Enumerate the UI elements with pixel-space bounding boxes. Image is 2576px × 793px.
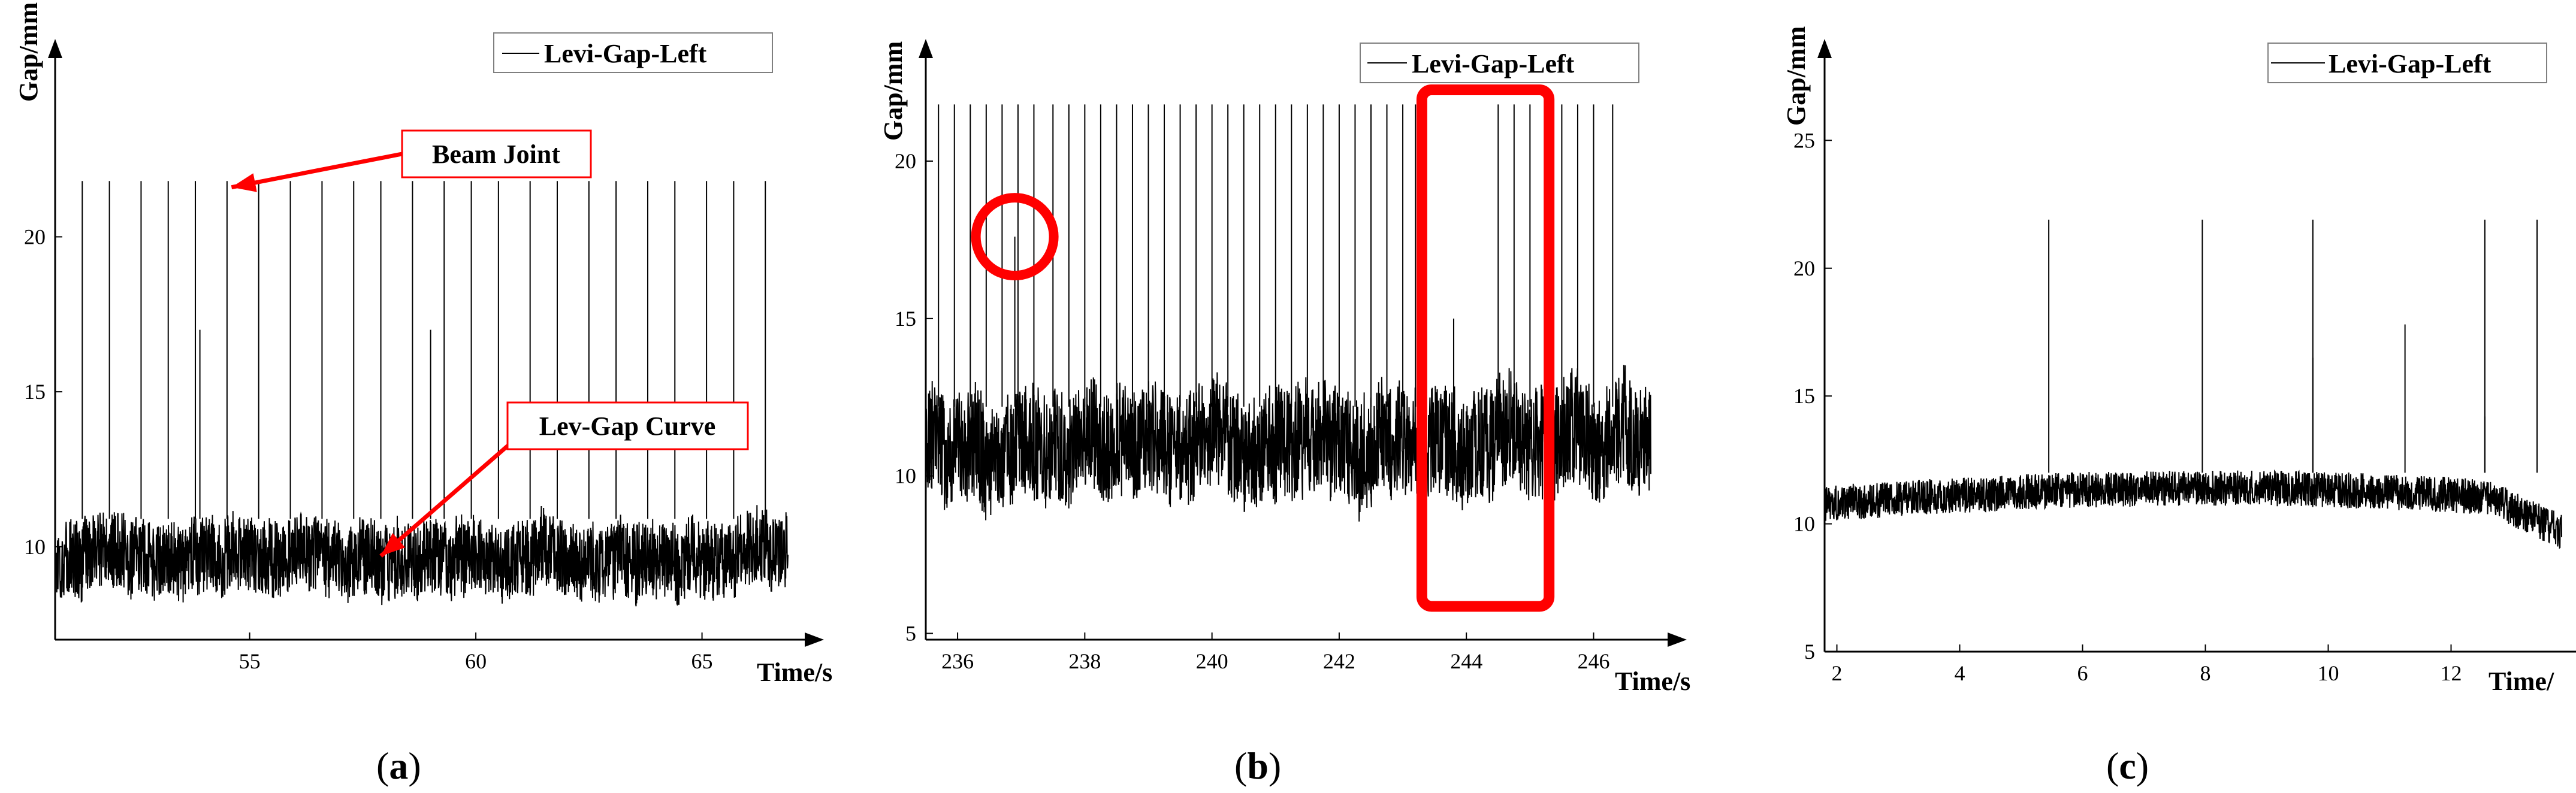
y-tick-label: 5 bbox=[905, 621, 916, 645]
legend-label: Levi-Gap-Left bbox=[544, 39, 707, 68]
legend-label: Levi-Gap-Left bbox=[1412, 49, 1575, 78]
panel-c: 2 4 6 8 10 12 5 10 15 20 25 Levi-Gap-Left Gap/mm T… bbox=[1781, 26, 2576, 787]
x-tick-label: 8 bbox=[2200, 661, 2211, 685]
lev-gap-arrow-head bbox=[380, 532, 406, 556]
x-tick-label: 236 bbox=[941, 649, 974, 673]
series-line bbox=[55, 505, 789, 607]
y-axis-arrow bbox=[1817, 39, 1832, 58]
legend-label: Levi-Gap-Left bbox=[2329, 49, 2492, 78]
panel-c-plot: 2 4 6 8 10 12 5 10 15 20 25 bbox=[1793, 39, 2576, 685]
annotation-box bbox=[401, 129, 592, 178]
panel-b-plot: 236 238 240 242 244 246 5 10 15 20 bbox=[895, 39, 1687, 673]
y-tick-label: 10 bbox=[1793, 512, 1815, 536]
annotation-lev-gap-curve: Lev-Gap Curve bbox=[506, 401, 749, 450]
panel-a-plot: 55 60 65 10 15 20 bbox=[24, 39, 824, 673]
x-tick-label: 12 bbox=[2441, 661, 2462, 685]
series-line bbox=[1824, 469, 2562, 549]
y-tick-label: 15 bbox=[1793, 384, 1815, 408]
y-tick-label: 5 bbox=[1804, 640, 1815, 664]
x-axis-label: Time/ bbox=[2489, 667, 2554, 696]
x-tick-label: 246 bbox=[1577, 649, 1609, 673]
x-tick-label: 10 bbox=[2318, 661, 2339, 685]
y-tick-label: 25 bbox=[1793, 128, 1815, 152]
y-tick-label: 15 bbox=[24, 380, 46, 404]
highlight-circle bbox=[971, 193, 1059, 281]
y-tick-label: 15 bbox=[895, 307, 916, 331]
annotation-box bbox=[506, 401, 749, 450]
legend-box bbox=[493, 32, 773, 73]
panel-a: 55 60 65 10 15 20 Levi-Gap-Left Gap/mm Time/s… bbox=[14, 2, 832, 787]
series-line bbox=[925, 365, 1651, 522]
y-tick-label: 10 bbox=[895, 464, 916, 488]
x-axis-label: Time/s bbox=[757, 658, 832, 687]
lev-gap-arrow bbox=[379, 443, 511, 558]
x-axis-arrow bbox=[1668, 632, 1687, 647]
annotation-beam-joint: Beam Joint bbox=[401, 129, 592, 178]
x-tick-label: 65 bbox=[691, 649, 713, 673]
y-axis-arrow bbox=[48, 39, 62, 58]
x-axis-arrow bbox=[805, 632, 824, 647]
x-tick-label: 55 bbox=[239, 649, 261, 673]
x-axis-label: Time/s bbox=[1615, 667, 1690, 696]
caption-a: (a) bbox=[376, 744, 421, 787]
x-tick-label: 238 bbox=[1068, 649, 1101, 673]
highlight-rectangle bbox=[1416, 84, 1555, 612]
y-tick-label: 10 bbox=[24, 535, 46, 559]
x-tick-label: 60 bbox=[465, 649, 487, 673]
caption-c: (c) bbox=[2106, 744, 2149, 787]
annotation-label: Beam Joint bbox=[432, 140, 560, 169]
caption-b: (b) bbox=[1234, 744, 1281, 787]
annotation-label: Lev-Gap Curve bbox=[539, 411, 716, 441]
y-tick-label: 20 bbox=[895, 149, 916, 173]
x-tick-label: 4 bbox=[1955, 661, 1965, 685]
x-tick-label: 244 bbox=[1450, 649, 1482, 673]
x-tick-label: 240 bbox=[1196, 649, 1228, 673]
y-axis-label: Gap/mm bbox=[1781, 26, 1811, 126]
x-tick-label: 2 bbox=[1832, 661, 1843, 685]
y-axis-label: Gap/mm bbox=[14, 2, 43, 102]
legend-box bbox=[2267, 43, 2547, 83]
y-axis-label: Gap/mm bbox=[878, 41, 908, 141]
y-axis-arrow bbox=[919, 39, 933, 58]
beam-joint-arrow-head bbox=[231, 173, 257, 192]
y-tick-label: 20 bbox=[1793, 256, 1815, 280]
y-tick-label: 20 bbox=[24, 225, 46, 249]
x-tick-label: 242 bbox=[1323, 649, 1355, 673]
beam-joint-arrow bbox=[231, 152, 403, 190]
x-tick-label: 6 bbox=[2077, 661, 2088, 685]
